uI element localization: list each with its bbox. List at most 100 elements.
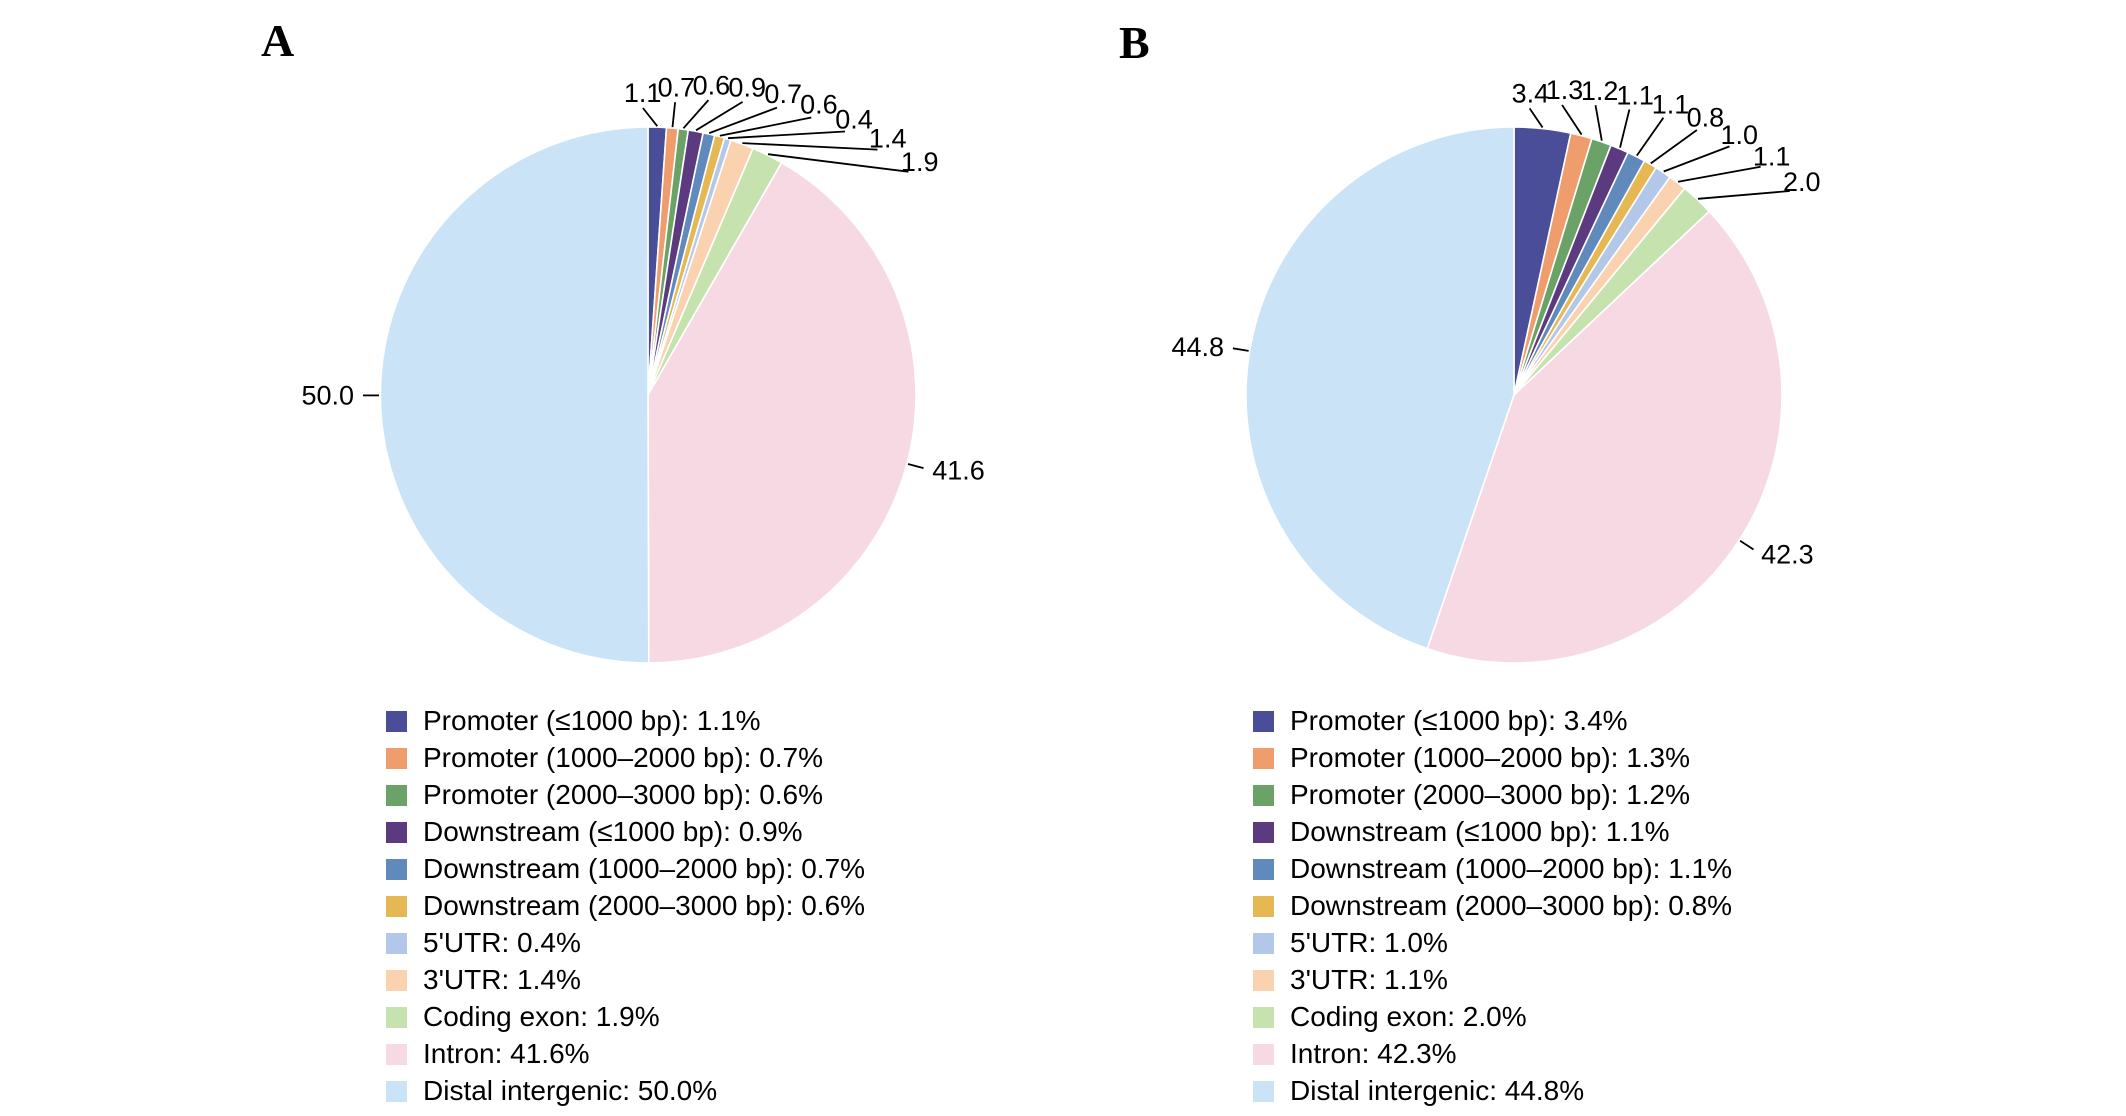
- legend-label: Promoter (2000–3000 bp): 0.6%: [423, 779, 824, 810]
- legend-label: Downstream (2000–3000 bp): 0.8%: [1290, 890, 1733, 921]
- legend-item-coding-exon: Coding exon: 2.0%: [1253, 1003, 1732, 1031]
- legend-item-3-utr: 3'UTR: 1.1%: [1253, 964, 1732, 995]
- legend-label: Promoter (2000–3000 bp): 1.2%: [1290, 779, 1691, 810]
- slice-value-label: 1.1: [1616, 81, 1654, 111]
- legend-item-distal-intergenic: Distal intergenic: 50.0%: [386, 1075, 865, 1106]
- legend-label: Intron: 42.3%: [1290, 1038, 1457, 1069]
- legend-swatch: [1253, 932, 1274, 954]
- legend-swatch: [386, 784, 407, 806]
- panel-a-label: A: [261, 15, 295, 66]
- legend-item-downstream-1000-2000-bp: Downstream (1000–2000 bp): 1.1%: [1253, 855, 1732, 883]
- label-leader-line: [671, 102, 676, 128]
- legend-swatch: [386, 821, 407, 843]
- label-leader-line: [742, 142, 878, 151]
- legend-label: Promoter (≤1000 bp): 3.4%: [1290, 705, 1628, 736]
- legend-swatch: [386, 747, 407, 769]
- legend-swatch: [1253, 784, 1274, 806]
- legend-swatch: [1253, 1006, 1274, 1028]
- slice-value-label: 0.4: [835, 105, 873, 135]
- label-leader-line: [1677, 165, 1761, 183]
- pie-slice-distal-intergenic: [1245, 126, 1515, 650]
- legend-swatch: [1253, 821, 1274, 843]
- slice-value-label: 0.7: [658, 72, 696, 102]
- legend-item-downstream-1000-bp: Downstream (≤1000 bp): 1.1%: [1253, 816, 1732, 847]
- label-leader-line: [708, 106, 778, 134]
- legend-swatch: [1253, 858, 1274, 880]
- legend-swatch: [1253, 710, 1274, 732]
- legend-label: Downstream (1000–2000 bp): 0.7%: [423, 853, 866, 884]
- legend-swatch: [386, 932, 407, 954]
- legend-label: Promoter (1000–2000 bp): 0.7%: [423, 742, 824, 773]
- legend-swatch: [386, 710, 407, 732]
- legend-item-5-utr: 5'UTR: 0.4%: [386, 927, 865, 958]
- label-leader-line: [1697, 190, 1790, 200]
- legend-swatch: [386, 1080, 407, 1102]
- legend-item-promoter-1000-2000-bp: Promoter (1000–2000 bp): 0.7%: [386, 742, 865, 773]
- label-leader-line: [642, 107, 659, 127]
- legend-item-promoter-1000-bp: Promoter (≤1000 bp): 3.4%: [1253, 705, 1732, 736]
- legend-label: Coding exon: 1.9%: [423, 1001, 660, 1032]
- legend-label: Intron: 41.6%: [423, 1038, 590, 1069]
- legend-swatch: [1253, 1080, 1274, 1102]
- legend-swatch: [386, 1043, 407, 1065]
- slice-value-label: 1.3: [1546, 75, 1584, 105]
- legend-label: Downstream (≤1000 bp): 0.9%: [423, 816, 803, 847]
- legend-item-distal-intergenic: Distal intergenic: 44.8%: [1253, 1075, 1732, 1106]
- label-tick-line: [1739, 540, 1754, 551]
- slice-value-label: 0.9: [728, 73, 766, 103]
- pie-slice-distal-intergenic: [379, 126, 650, 664]
- legend-label: Distal intergenic: 44.8%: [1290, 1075, 1585, 1106]
- legend-label: Promoter (1000–2000 bp): 1.3%: [1290, 742, 1691, 773]
- legend-panel-b: Promoter (≤1000 bp): 3.4% Promoter (1000–…: [1253, 705, 1733, 1115]
- legend-swatch: [1253, 1043, 1274, 1065]
- legend-label: Downstream (2000–3000 bp): 0.6%: [423, 890, 866, 921]
- slice-value-label: 0.7: [764, 79, 802, 109]
- label-leader-line: [727, 130, 846, 140]
- legend-item-intron: Intron: 42.3%: [1253, 1038, 1732, 1069]
- slice-value-label: 0.6: [693, 70, 731, 100]
- slice-value-label: 42.3: [1761, 539, 1814, 569]
- legend-item-3-utr: 3'UTR: 1.4%: [386, 966, 865, 994]
- legend-panel-a: Promoter (≤1000 bp): 1.1% Promoter (1000–…: [386, 705, 866, 1115]
- label-leader-line: [1561, 104, 1583, 136]
- label-leader-line: [1650, 129, 1698, 165]
- slice-value-label: 1.9: [901, 147, 939, 177]
- slice-value-label: 1.1: [1753, 142, 1791, 172]
- legend-label: 3'UTR: 1.1%: [1290, 964, 1448, 995]
- slice-value-label: 0.6: [800, 90, 838, 120]
- label-leader-line: [1528, 107, 1544, 129]
- slice-value-label: 44.8: [1171, 332, 1224, 362]
- label-tick-line: [1232, 347, 1249, 352]
- legend-label: Distal intergenic: 50.0%: [423, 1075, 718, 1106]
- legend-item-intron: Intron: 41.6%: [386, 1038, 865, 1069]
- label-leader-line: [1594, 105, 1603, 141]
- slice-value-label: 1.0: [1721, 120, 1759, 150]
- pie-slice-intron: [1426, 210, 1783, 664]
- legend-item-downstream-2000-3000-bp: Downstream (2000–3000 bp): 0.8%: [1253, 890, 1733, 921]
- legend-item-5-utr: 5'UTR: 1.0%: [1253, 927, 1732, 958]
- label-leader-line: [767, 153, 909, 173]
- panel-b-label: B: [1119, 17, 1150, 68]
- slice-value-label: 2.0: [1783, 167, 1821, 197]
- legend-item-downstream-1000-bp: Downstream (≤1000 bp): 0.9%: [386, 816, 865, 847]
- legend-item-downstream-1000-2000-bp: Downstream (1000–2000 bp): 0.7%: [386, 853, 866, 884]
- legend-swatch: [386, 895, 407, 917]
- legend-item-promoter-2000-3000-bp: Promoter (2000–3000 bp): 0.6%: [386, 779, 865, 810]
- label-leader-line: [1636, 117, 1665, 157]
- legend-item-promoter-1000-bp: Promoter (≤1000 bp): 1.1%: [386, 705, 865, 736]
- label-leader-line: [1663, 145, 1730, 173]
- legend-swatch: [1253, 969, 1274, 991]
- legend-swatch: [1253, 895, 1274, 917]
- legend-item-coding-exon: Coding exon: 1.9%: [386, 1001, 865, 1032]
- legend-label: 5'UTR: 0.4%: [423, 927, 581, 958]
- slice-value-label: 1.1: [1652, 90, 1690, 120]
- label-leader-line: [719, 116, 812, 137]
- label-tick-line: [907, 463, 924, 469]
- slice-value-label: 1.4: [869, 124, 907, 154]
- legend-label: Downstream (≤1000 bp): 1.1%: [1290, 816, 1670, 847]
- legend-label: Promoter (≤1000 bp): 1.1%: [423, 705, 761, 736]
- legend-item-promoter-2000-3000-bp: Promoter (2000–3000 bp): 1.2%: [1253, 779, 1732, 810]
- legend-label: 5'UTR: 1.0%: [1290, 927, 1448, 958]
